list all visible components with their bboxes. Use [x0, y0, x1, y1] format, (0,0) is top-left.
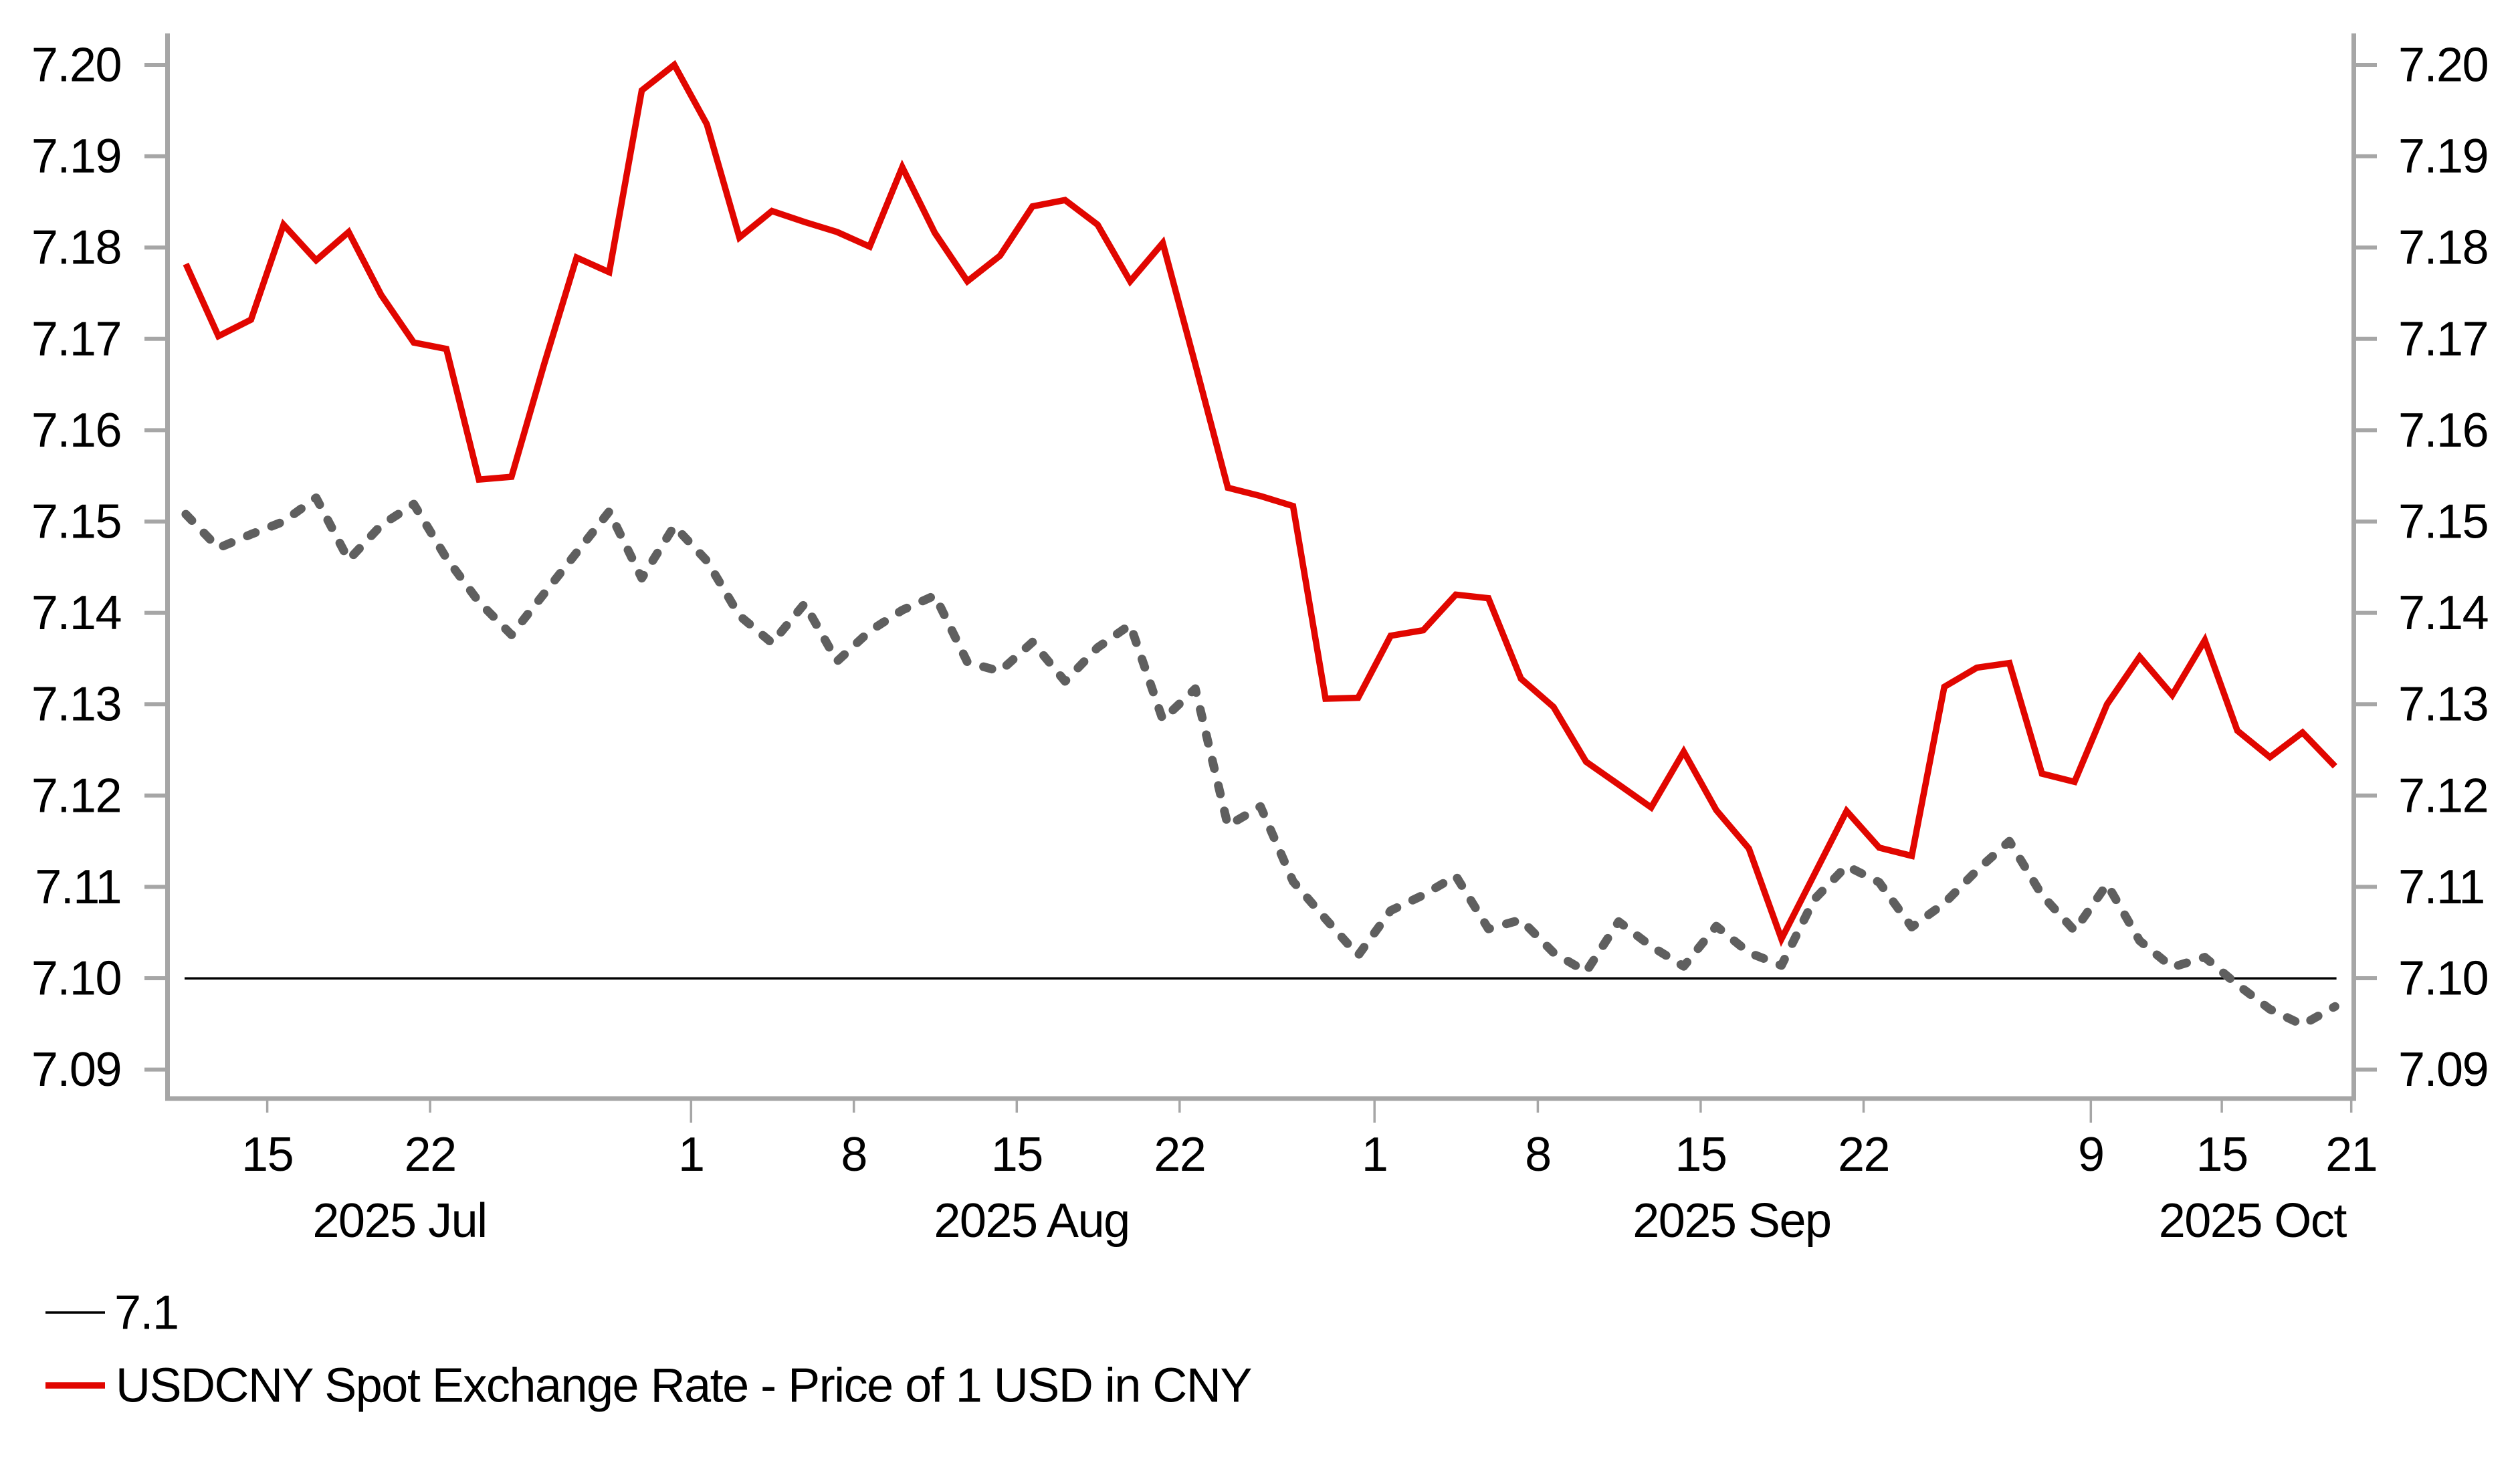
svg-text:7.17: 7.17	[31, 312, 121, 366]
svg-text:15: 15	[2196, 1128, 2248, 1181]
svg-text:7.10: 7.10	[2398, 952, 2488, 1006]
svg-text:21: 21	[2325, 1128, 2377, 1181]
svg-text:7.19: 7.19	[31, 130, 121, 183]
svg-text:7.10: 7.10	[31, 952, 121, 1006]
svg-text:2025 Jul: 2025 Jul	[312, 1194, 486, 1248]
svg-text:2025 Oct: 2025 Oct	[2159, 1194, 2347, 1248]
svg-text:2025 Aug: 2025 Aug	[934, 1194, 1129, 1248]
svg-text:7.13: 7.13	[2398, 678, 2488, 731]
svg-text:7.17: 7.17	[2398, 312, 2488, 366]
svg-text:7.11: 7.11	[35, 861, 121, 914]
svg-text:7.12: 7.12	[31, 769, 121, 822]
svg-text:7.1: 7.1	[114, 1286, 179, 1340]
svg-text:7.20: 7.20	[31, 39, 121, 92]
svg-text:7.13: 7.13	[31, 678, 121, 731]
svg-text:7.11: 7.11	[2398, 861, 2485, 914]
svg-text:8: 8	[1525, 1128, 1551, 1181]
svg-text:22: 22	[405, 1128, 456, 1181]
svg-text:7.18: 7.18	[2398, 221, 2488, 275]
svg-text:7.16: 7.16	[31, 404, 121, 457]
svg-text:15: 15	[991, 1128, 1043, 1181]
svg-text:9: 9	[2078, 1128, 2104, 1181]
svg-text:22: 22	[1154, 1128, 1205, 1181]
svg-text:22: 22	[1838, 1128, 1889, 1181]
svg-text:7.14: 7.14	[2398, 586, 2488, 640]
svg-text:1: 1	[1362, 1128, 1388, 1181]
svg-text:7.14: 7.14	[31, 586, 121, 640]
svg-text:7.15: 7.15	[2398, 495, 2488, 549]
svg-text:1: 1	[678, 1128, 704, 1181]
svg-text:8: 8	[841, 1128, 867, 1181]
svg-text:7.16: 7.16	[2398, 404, 2488, 457]
svg-text:7.09: 7.09	[31, 1043, 121, 1097]
svg-text:7.09: 7.09	[2398, 1043, 2488, 1097]
svg-text:7.18: 7.18	[31, 221, 121, 275]
svg-text:2025 Sep: 2025 Sep	[1633, 1194, 1830, 1248]
svg-text:7.12: 7.12	[2398, 769, 2488, 822]
svg-text:7.20: 7.20	[2398, 39, 2488, 92]
svg-text:15: 15	[241, 1128, 293, 1181]
svg-text:15: 15	[1675, 1128, 1726, 1181]
svg-text:USDCNY Spot Exchange Rate - Pr: USDCNY Spot Exchange Rate - Price of 1 U…	[116, 1359, 1251, 1413]
svg-text:7.19: 7.19	[2398, 130, 2488, 183]
svg-text:7.15: 7.15	[31, 495, 121, 549]
